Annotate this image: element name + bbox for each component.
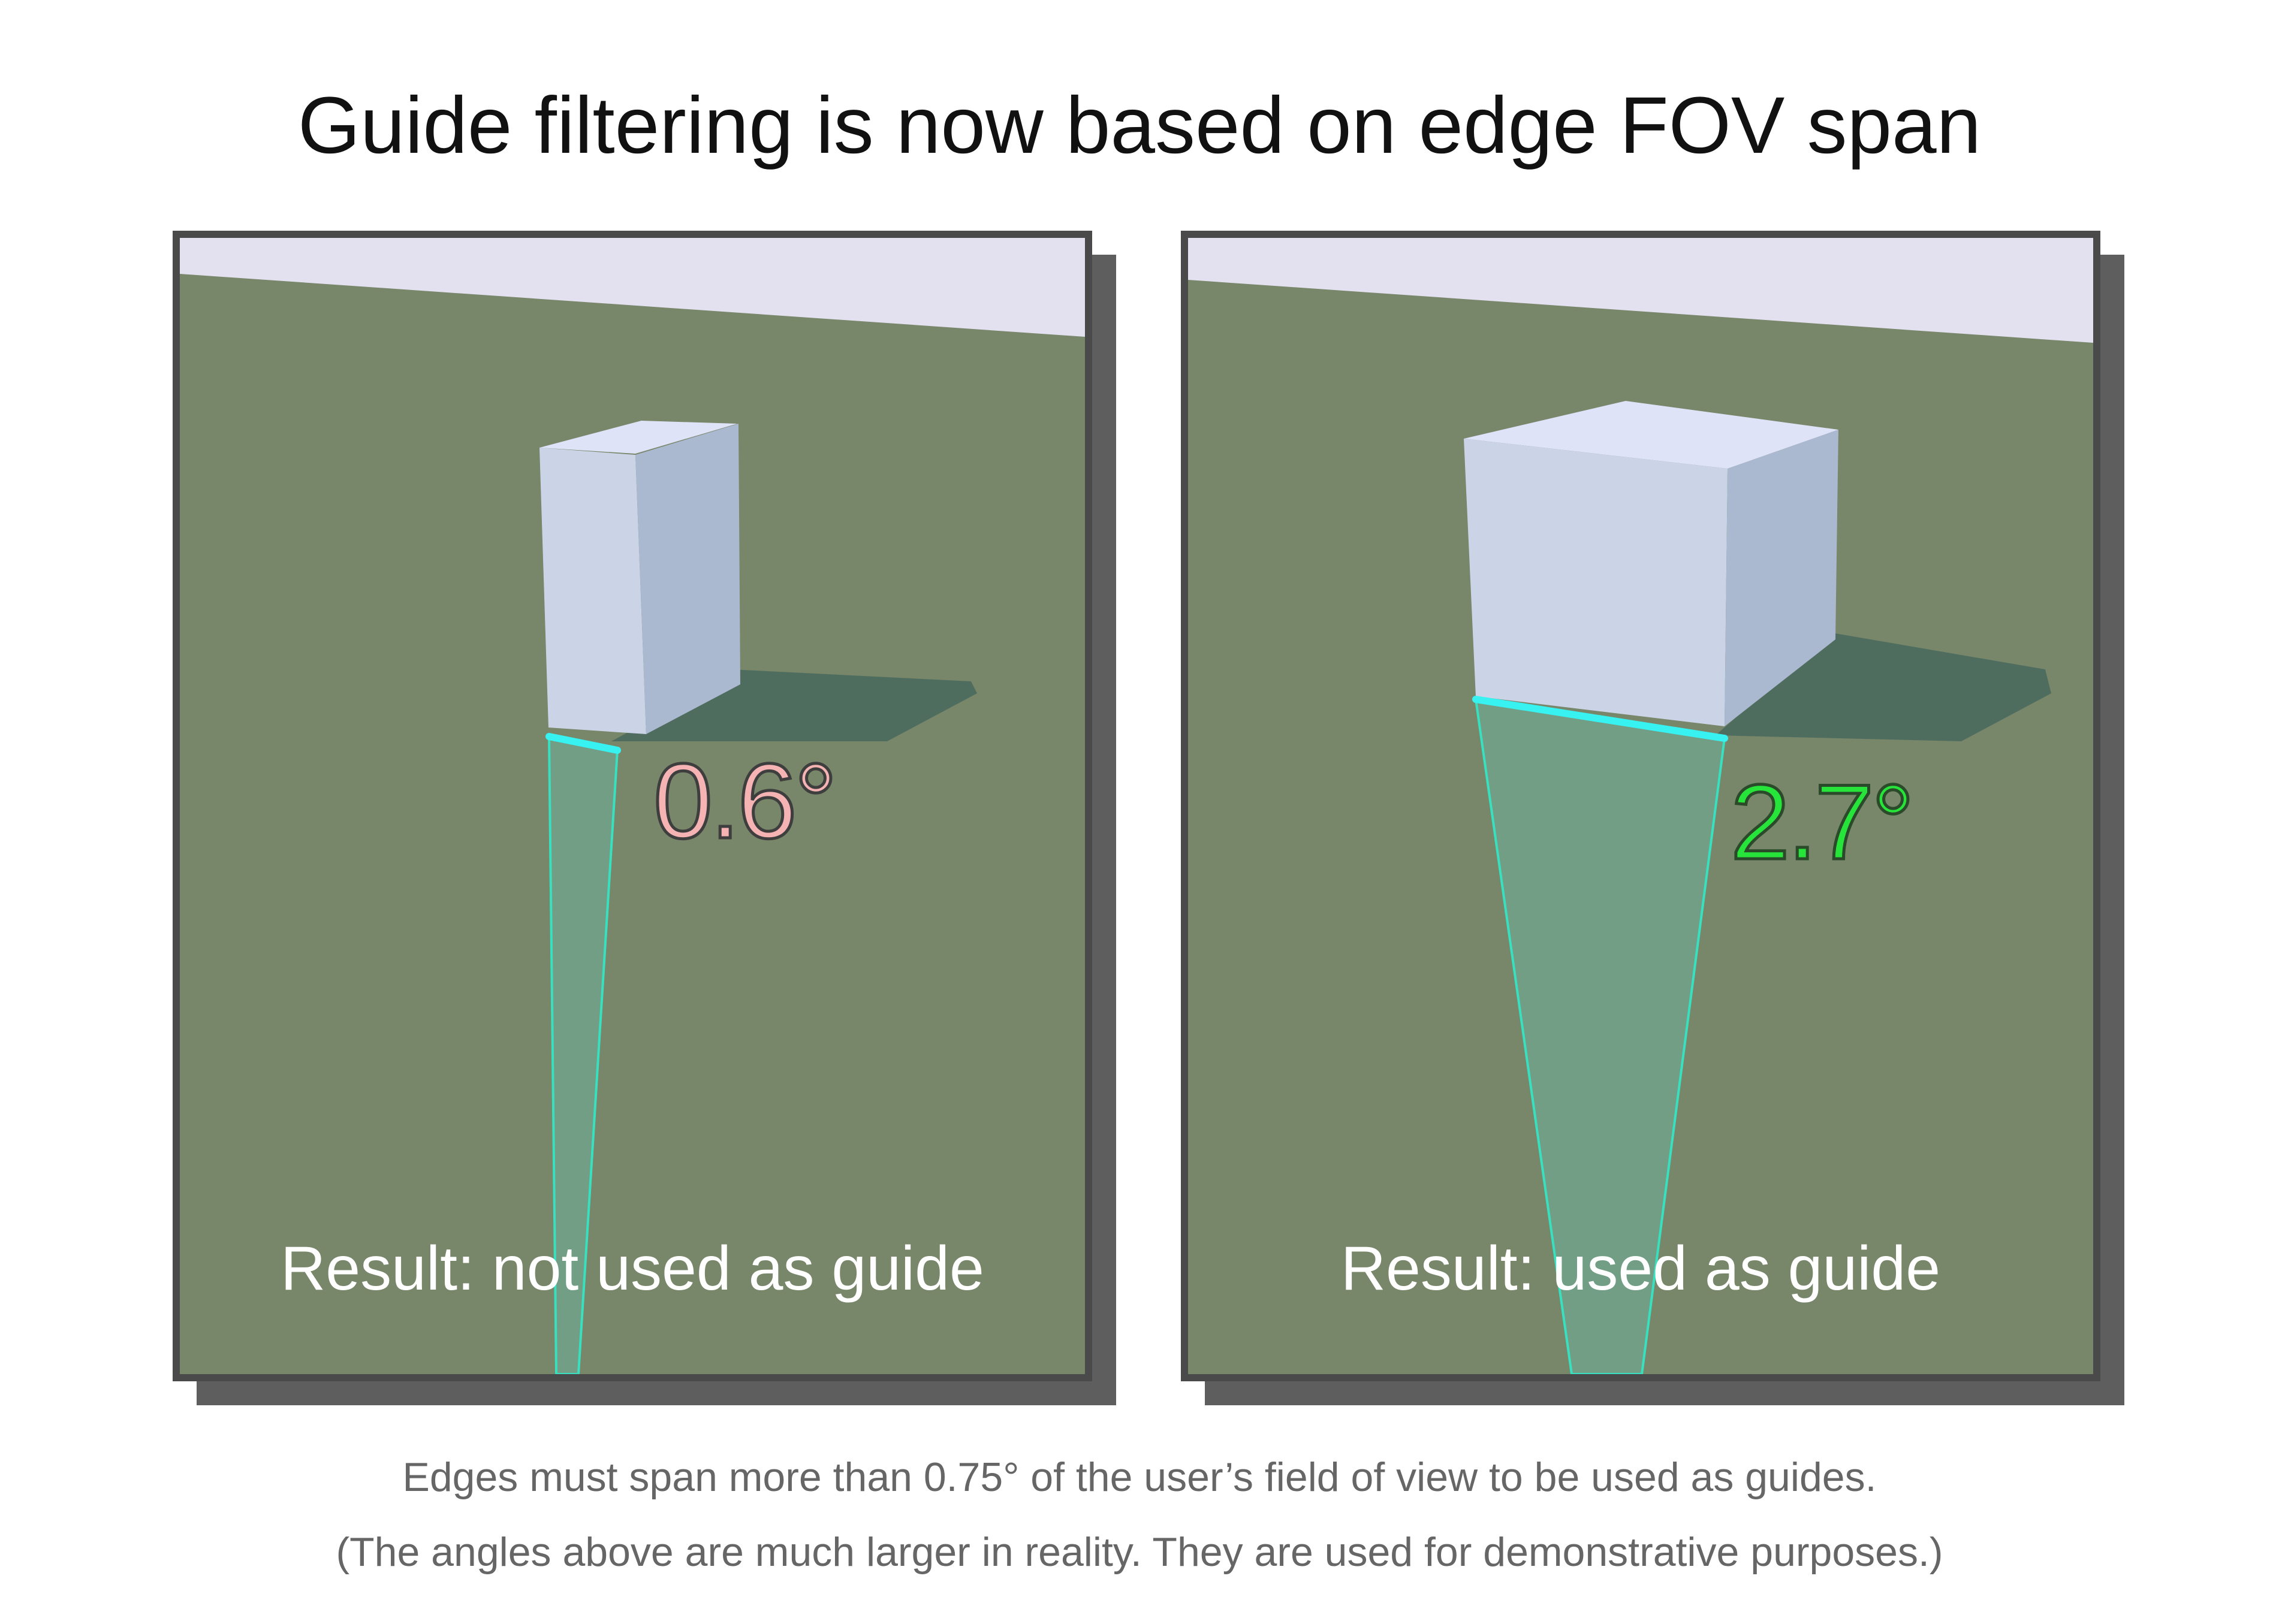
sky-strip: [1188, 238, 2093, 343]
box-front-face: [539, 448, 646, 734]
result-label: Result: not used as guide: [281, 1234, 984, 1303]
scene-render: [1188, 238, 2093, 1374]
sky-strip: [180, 238, 1085, 337]
box-top-face: [539, 421, 737, 454]
caption-note: (The angles above are much larger in rea…: [336, 1529, 1943, 1575]
fov-angle-label: 0.6°: [652, 741, 839, 861]
scene-viewport: 0.6° Result: not used as guide: [180, 238, 1085, 1374]
panel-not-used-as-guide: 0.6° Result: not used as guide: [173, 231, 1116, 1405]
box-front-face: [1464, 439, 1728, 726]
box-top-face: [1464, 401, 1838, 469]
fov-angle-label: 2.7°: [1729, 762, 1916, 882]
highlighted-edge: [1472, 696, 1728, 742]
box-side-face: [1725, 430, 1838, 726]
result-label: Result: used as guide: [1340, 1234, 1941, 1303]
panel-used-as-guide: 2.7° Result: used as guide: [1181, 231, 2124, 1405]
scene-render: [180, 238, 1085, 1374]
page-title: Guide filtering is now based on edge FOV…: [297, 81, 1982, 170]
box-shadow: [611, 669, 977, 741]
box-side-face: [635, 424, 740, 734]
caption-rule: Edges must span more than 0.75° of the u…: [402, 1454, 1877, 1500]
box-shadow: [1716, 633, 2051, 741]
panel-frame: 2.7° Result: used as guide: [1181, 231, 2100, 1381]
panel-frame: 0.6° Result: not used as guide: [173, 231, 1092, 1381]
scene-viewport: 2.7° Result: used as guide: [1188, 238, 2093, 1374]
highlighted-edge: [545, 733, 621, 754]
